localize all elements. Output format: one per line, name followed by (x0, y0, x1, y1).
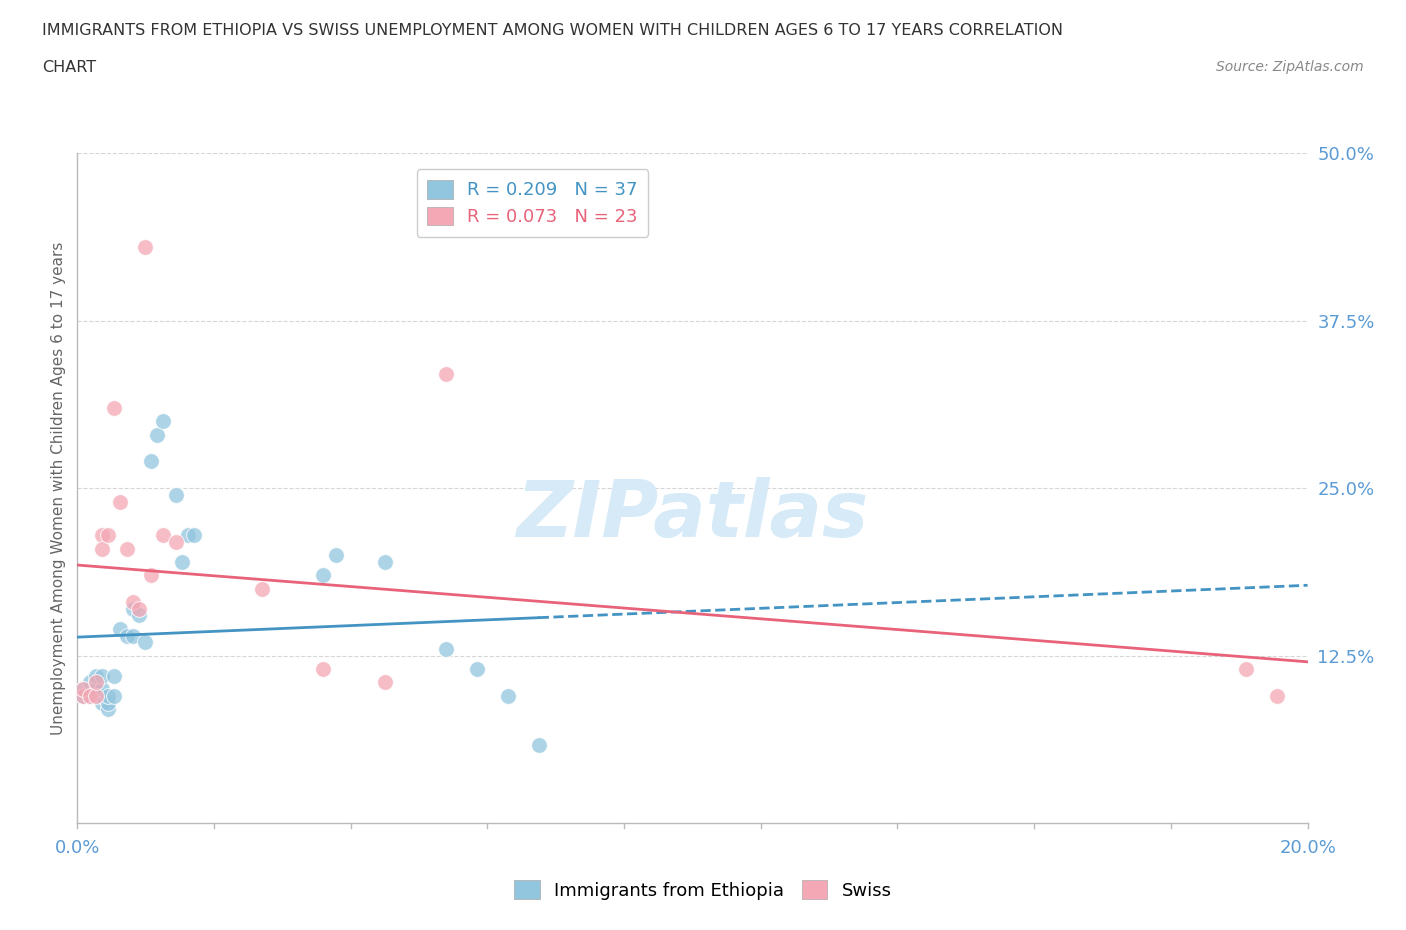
Point (134, 635, 156, 650)
Point (152, 527, 174, 542)
Point (146, 427, 169, 442)
Point (436, 642, 458, 657)
Point (84, 675, 107, 690)
Point (115, 628, 138, 643)
Point (121, 602, 143, 617)
Point (103, 669, 125, 684)
Point (496, 688, 519, 703)
Point (165, 487, 187, 502)
Point (97, 527, 120, 542)
Point (79, 688, 101, 703)
Point (152, 414, 174, 429)
Point (90, 527, 114, 542)
Point (177, 527, 200, 542)
Point (250, 581, 273, 596)
Text: CHART: CHART (42, 60, 96, 75)
Point (72, 682, 94, 697)
Text: 20.0%: 20.0% (1279, 839, 1336, 857)
Point (374, 554, 396, 569)
Text: 0.0%: 0.0% (55, 839, 100, 857)
Point (90, 669, 114, 684)
Point (84, 688, 107, 703)
Point (183, 527, 205, 542)
Point (141, 454, 163, 469)
Point (97, 688, 120, 703)
Point (90, 695, 114, 710)
Point (170, 554, 193, 569)
Point (97, 695, 120, 710)
Point (90, 682, 114, 697)
Point (165, 535, 187, 550)
Point (84, 688, 107, 703)
Point (90, 688, 114, 703)
Point (465, 661, 488, 676)
Point (436, 367, 458, 382)
Point (72, 688, 94, 703)
Y-axis label: Unemployment Among Women with Children Ages 6 to 17 years: Unemployment Among Women with Children A… (51, 242, 66, 735)
Text: IMMIGRANTS FROM ETHIOPIA VS SWISS UNEMPLOYMENT AMONG WOMEN WITH CHILDREN AGES 6 : IMMIGRANTS FROM ETHIOPIA VS SWISS UNEMPL… (42, 23, 1063, 38)
Point (84, 669, 107, 684)
Legend: R = 0.209   N = 37, R = 0.073   N = 23: R = 0.209 N = 37, R = 0.073 N = 23 (416, 169, 648, 237)
Text: Source: ZipAtlas.com: Source: ZipAtlas.com (1216, 60, 1364, 74)
Point (84, 675, 107, 690)
Legend: Immigrants from Ethiopia, Swiss: Immigrants from Ethiopia, Swiss (508, 873, 898, 907)
Point (128, 608, 150, 623)
Point (79, 675, 101, 690)
Point (97, 702, 120, 717)
Point (374, 675, 396, 690)
Point (79, 688, 101, 703)
Point (121, 594, 143, 609)
Point (103, 688, 125, 703)
Point (72, 682, 94, 697)
Point (121, 628, 143, 643)
Point (1265, 688, 1288, 703)
Point (312, 661, 335, 676)
Point (84, 682, 107, 697)
Point (527, 737, 550, 752)
Point (134, 240, 156, 255)
Point (1234, 661, 1257, 676)
Text: ZIPatlas: ZIPatlas (516, 477, 869, 553)
Point (110, 494, 132, 509)
Point (115, 541, 138, 556)
Point (90, 541, 114, 556)
Point (312, 568, 335, 583)
Point (128, 602, 150, 617)
Point (141, 568, 163, 583)
Point (72, 688, 94, 703)
Point (325, 548, 347, 563)
Point (110, 621, 132, 636)
Point (103, 401, 125, 416)
